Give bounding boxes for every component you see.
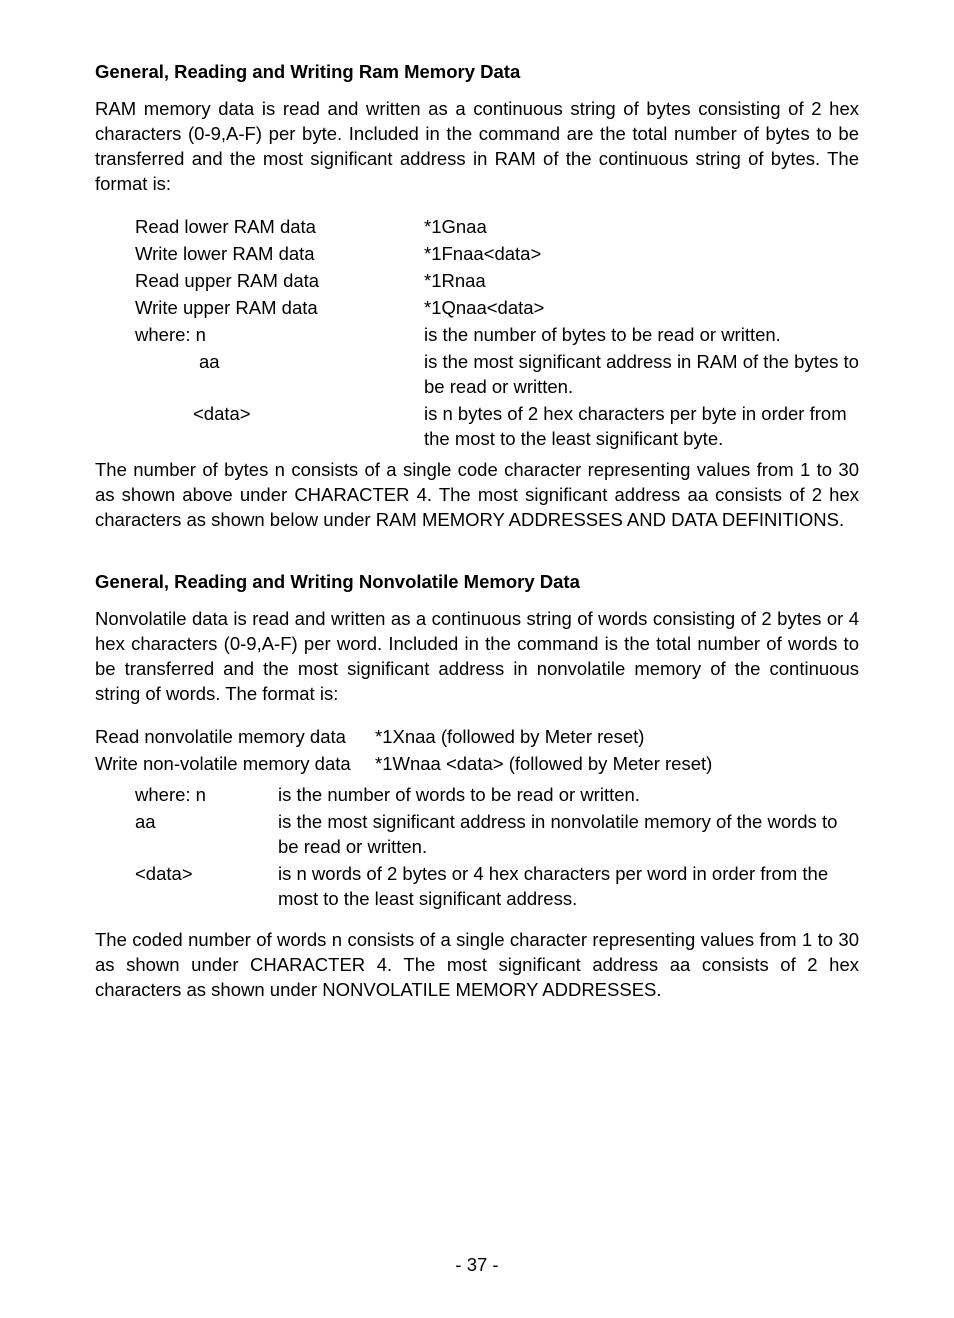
nv-read-label: Read nonvolatile memory data	[95, 725, 375, 752]
ram-row-value: *1Fnaa<data>	[424, 242, 859, 269]
nv-write-value: *1Wnaa <data> (followed by Meter reset)	[375, 752, 712, 779]
table-row: <data> is n bytes of 2 hex characters pe…	[135, 402, 859, 454]
table-row: aa is the most significant address in no…	[135, 810, 859, 862]
where-n-value: is the number of bytes to be read or wri…	[424, 323, 859, 350]
ram-row-label: Write upper RAM data	[135, 296, 424, 323]
where-data-label: <data>	[135, 862, 278, 914]
ram-row-label: Read lower RAM data	[135, 215, 424, 242]
nv-write-label: Write non-volatile memory data	[95, 752, 375, 779]
where-n-label: where: n	[135, 323, 424, 350]
nonvolatile-command-table: Read nonvolatile memory data *1Xnaa (fol…	[95, 725, 712, 779]
table-row: Read nonvolatile memory data *1Xnaa (fol…	[95, 725, 712, 752]
section2-tail: The coded number of words n consists of …	[95, 928, 859, 1003]
section2-heading: General, Reading and Writing Nonvolatile…	[95, 570, 859, 595]
page-number: - 37 -	[95, 1253, 859, 1278]
where-n-value: is the number of words to be read or wri…	[278, 783, 859, 810]
ram-command-table: Read lower RAM data *1Gnaa Write lower R…	[135, 215, 859, 454]
table-row: <data> is n words of 2 bytes or 4 hex ch…	[135, 862, 859, 914]
nv-read-value: *1Xnaa (followed by Meter reset)	[375, 725, 712, 752]
where-aa-value: is the most significant address in nonvo…	[278, 810, 859, 862]
ram-row-value: *1Qnaa<data>	[424, 296, 859, 323]
where-data-value: is n bytes of 2 hex characters per byte …	[424, 402, 859, 454]
where-aa-value: is the most significant address in RAM o…	[424, 350, 859, 402]
table-row: Write upper RAM data *1Qnaa<data>	[135, 296, 859, 323]
where-n-label: where: n	[135, 783, 278, 810]
ram-row-label: Write lower RAM data	[135, 242, 424, 269]
nonvolatile-where-table: where: n is the number of words to be re…	[135, 783, 859, 914]
section1-heading: General, Reading and Writing Ram Memory …	[95, 60, 859, 85]
table-row: Write lower RAM data *1Fnaa<data>	[135, 242, 859, 269]
table-row: Write non-volatile memory data *1Wnaa <d…	[95, 752, 712, 779]
where-data-label: <data>	[135, 402, 424, 454]
where-aa-label: aa	[135, 350, 424, 402]
table-row: aa is the most significant address in RA…	[135, 350, 859, 402]
where-data-value: is n words of 2 bytes or 4 hex character…	[278, 862, 859, 914]
table-row: Read upper RAM data *1Rnaa	[135, 269, 859, 296]
ram-row-value: *1Gnaa	[424, 215, 859, 242]
where-aa-label: aa	[135, 810, 278, 862]
section2-intro: Nonvolatile data is read and written as …	[95, 607, 859, 707]
section1-tail: The number of bytes n consists of a sing…	[95, 458, 859, 533]
table-row: Read lower RAM data *1Gnaa	[135, 215, 859, 242]
table-row: where: n is the number of words to be re…	[135, 783, 859, 810]
table-row: where: n is the number of bytes to be re…	[135, 323, 859, 350]
ram-row-label: Read upper RAM data	[135, 269, 424, 296]
ram-row-value: *1Rnaa	[424, 269, 859, 296]
section1-intro: RAM memory data is read and written as a…	[95, 97, 859, 197]
